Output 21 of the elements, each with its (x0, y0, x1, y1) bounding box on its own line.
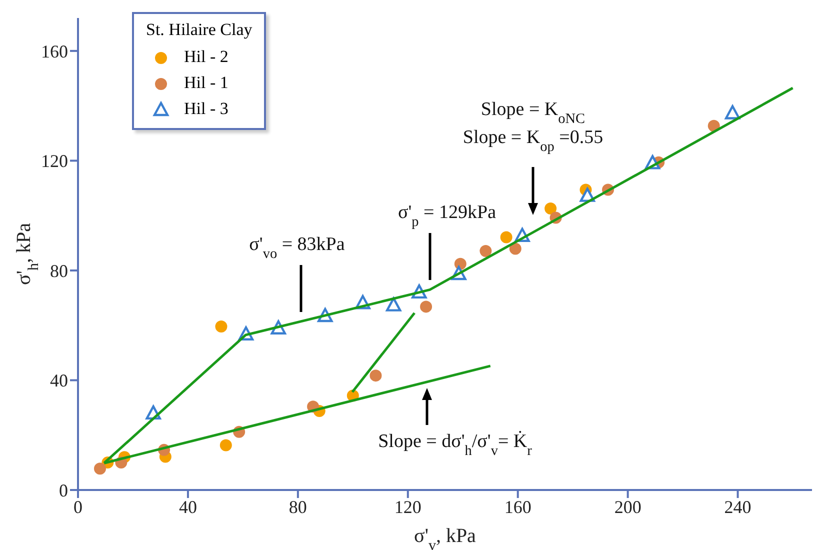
y-tick-label: 0 (59, 480, 68, 500)
x-tick-label: 160 (504, 496, 532, 517)
y-tick-label: 160 (41, 41, 68, 62)
legend-label: Hil - 2 (184, 47, 228, 67)
text: Slope = K$_{oNC}$ Slope = K$_{op}$ =0.55 (462, 99, 604, 155)
annotation: σ'$_{vo}$ = 83kPa (249, 234, 346, 262)
y-tick-label: 120 (41, 151, 68, 172)
legend-label: Hil - 1 (184, 73, 228, 93)
y-tick-label: 40 (50, 370, 68, 391)
legend-label: Hil - 3 (184, 99, 228, 119)
legend-title: St. Hilaire Clay (146, 20, 252, 40)
x-tick-label: 200 (614, 496, 642, 517)
x-tick-label: 240 (724, 496, 752, 517)
x-tick-label: 80 (288, 496, 307, 517)
annotation: σ'$_{p}$ = 129kPa (398, 202, 497, 230)
x-tick-label: 0 (74, 496, 82, 517)
y-tick-label: 80 (50, 260, 68, 281)
annotation: Slope = dσ'$_{h}$/σ'$_{v}$= K̇$_{r}$ (378, 430, 532, 459)
x-tick-label: 120 (394, 496, 422, 517)
x-tick-label: 40 (178, 496, 197, 517)
x-axis-title: σ'$_{v}$, kPa (414, 525, 476, 550)
